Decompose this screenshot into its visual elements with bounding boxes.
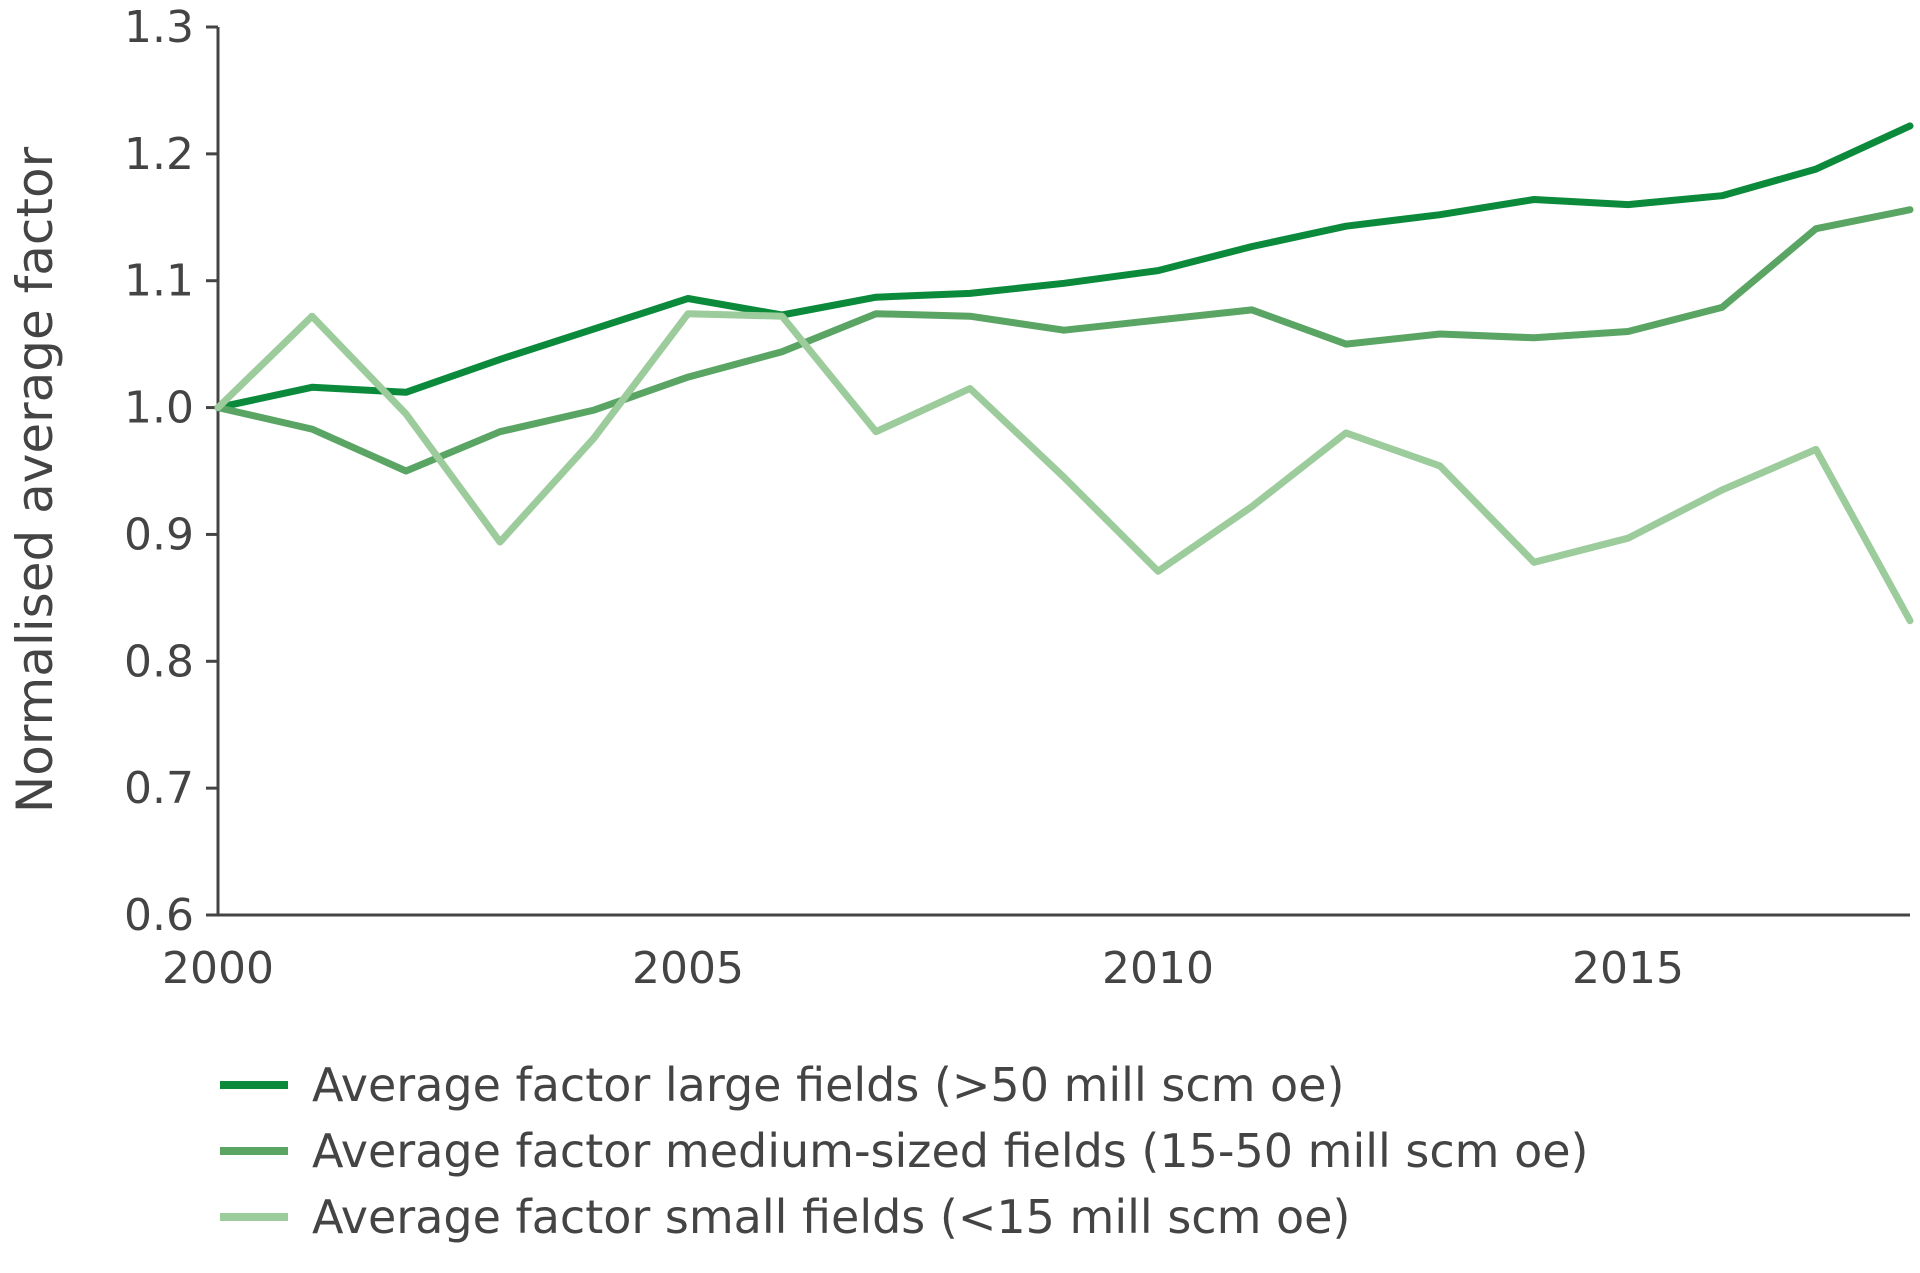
y-tick-label: 0.6	[124, 890, 194, 941]
y-tick-label: 1.3	[124, 2, 194, 53]
y-tick-label: 0.7	[124, 763, 194, 814]
x-axis-ticks: 2000 2005 2010 2015	[162, 943, 1684, 994]
y-tick-label: 1.2	[124, 129, 194, 180]
x-tick-label: 2015	[1572, 943, 1684, 994]
y-tick-label: 1.0	[124, 383, 194, 434]
series-line-0	[214, 122, 1914, 412]
y-tick-label: 1.1	[124, 256, 194, 307]
x-tick-label: 2005	[632, 943, 744, 994]
x-tick-label: 2000	[162, 943, 274, 994]
series-line-1	[214, 206, 1914, 475]
legend: Average factor large fields (>50 mill sc…	[220, 1058, 1589, 1244]
series-line-2	[214, 310, 1914, 625]
y-axis-title: Normalised average factor	[6, 146, 64, 813]
legend-label: Average factor large fields (>50 mill sc…	[312, 1058, 1344, 1112]
y-axis-ticks: 0.6 0.7 0.8 0.9 1.0 1.1 1.2 1.3	[124, 2, 218, 941]
y-tick-label: 0.8	[124, 636, 194, 687]
y-tick-label: 0.9	[124, 509, 194, 560]
legend-label: Average factor small fields (<15 mill sc…	[312, 1190, 1350, 1244]
legend-label: Average factor medium-sized fields (15-5…	[312, 1124, 1589, 1178]
x-tick-label: 2010	[1102, 943, 1214, 994]
series-lines	[214, 122, 1914, 625]
